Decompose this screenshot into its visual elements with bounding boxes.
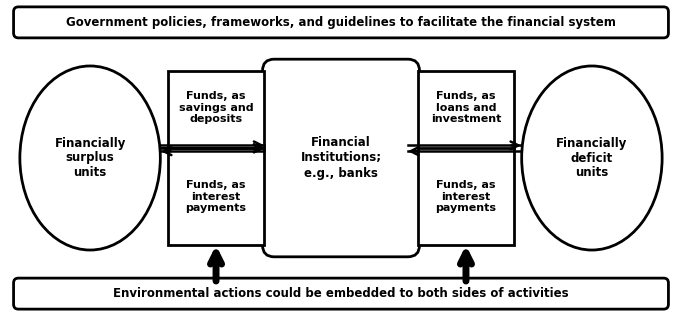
Text: Financially
deficit
units: Financially deficit units [557, 137, 627, 179]
Text: Financially
surplus
units: Financially surplus units [55, 137, 125, 179]
FancyBboxPatch shape [14, 278, 668, 309]
FancyBboxPatch shape [168, 71, 265, 245]
Text: Funds, as
loans and
investment: Funds, as loans and investment [431, 91, 501, 124]
Text: Funds, as
interest
payments: Funds, as interest payments [186, 180, 246, 213]
Text: Government policies, frameworks, and guidelines to facilitate the financial syst: Government policies, frameworks, and gui… [66, 16, 616, 29]
Text: Financial
Institutions;
e.g., banks: Financial Institutions; e.g., banks [301, 137, 381, 179]
FancyBboxPatch shape [417, 71, 514, 245]
Ellipse shape [20, 66, 160, 250]
Ellipse shape [522, 66, 662, 250]
FancyBboxPatch shape [263, 59, 419, 257]
Text: Environmental actions could be embedded to both sides of activities: Environmental actions could be embedded … [113, 287, 569, 300]
FancyBboxPatch shape [14, 7, 668, 38]
Text: Funds, as
savings and
deposits: Funds, as savings and deposits [179, 91, 253, 124]
Text: Funds, as
interest
payments: Funds, as interest payments [436, 180, 496, 213]
